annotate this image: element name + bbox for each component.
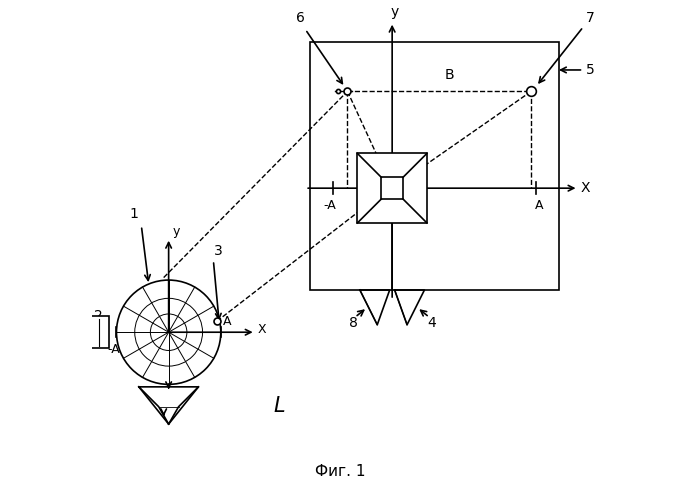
Text: 2: 2 [94, 309, 103, 323]
Text: A: A [534, 199, 543, 212]
Text: -A: -A [107, 343, 120, 356]
Bar [310, 42, 558, 290]
Text: 4: 4 [427, 316, 436, 330]
Text: A: A [223, 315, 232, 328]
Bar [381, 177, 403, 199]
Text: Фиг. 1: Фиг. 1 [315, 464, 365, 479]
Text: L: L [273, 396, 284, 415]
Text: 3: 3 [214, 244, 222, 258]
Bar [90, 316, 109, 348]
Text: -A: -A [324, 199, 337, 212]
Text: y: y [390, 6, 398, 20]
Text: 6: 6 [296, 11, 305, 25]
Text: 5: 5 [586, 63, 594, 77]
Text: 8: 8 [349, 316, 358, 330]
Text: 7: 7 [586, 11, 594, 25]
Text: X: X [258, 323, 267, 336]
Text: B: B [445, 68, 454, 82]
Text: 1: 1 [129, 207, 138, 221]
Text: y: y [173, 226, 180, 238]
Bar [358, 154, 427, 223]
Text: X: X [581, 181, 590, 195]
